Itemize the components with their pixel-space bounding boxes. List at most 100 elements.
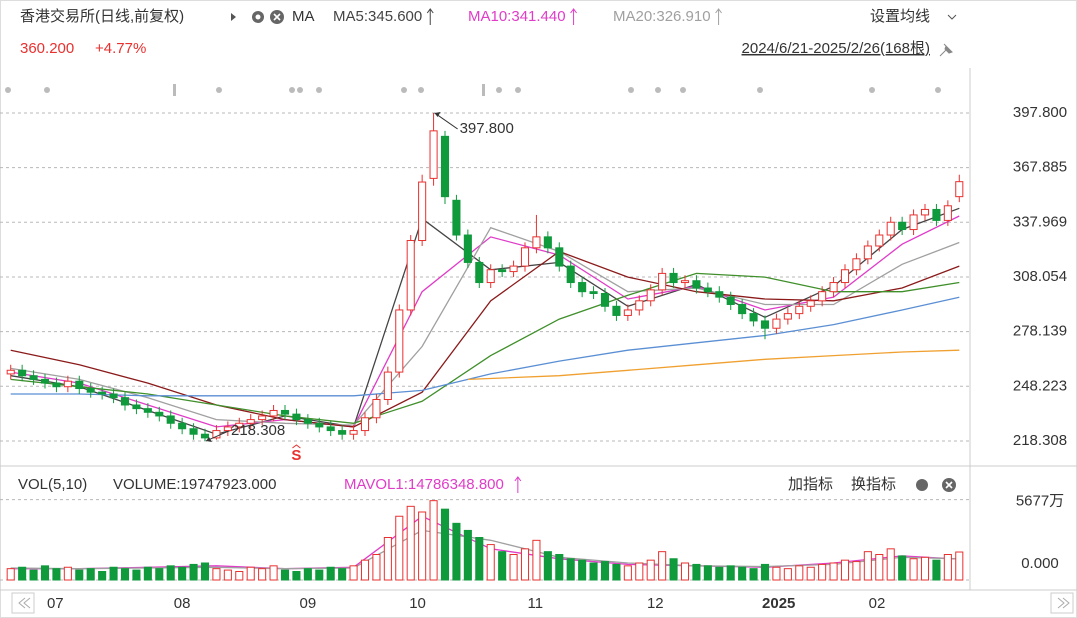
candle-body (623, 309, 632, 316)
candle-body (418, 181, 427, 242)
scroll-right[interactable] (1050, 592, 1074, 614)
volume-bar (932, 559, 941, 581)
y-tick-label: 278.139 (1013, 323, 1067, 340)
add-indicator[interactable]: 加指标 (788, 476, 833, 493)
candle-body (338, 430, 347, 435)
volume-bar (783, 568, 792, 581)
volume-bar (555, 554, 564, 581)
candle-body (955, 181, 964, 198)
candle-body (486, 269, 495, 284)
ma-line (10, 272, 960, 424)
candle-body (703, 287, 712, 293)
volume-bar (852, 561, 861, 581)
arrow-head (206, 436, 212, 442)
settings-button[interactable]: 设置均线 (870, 8, 930, 25)
ma-arrow (570, 8, 577, 25)
volume-bar (863, 551, 872, 581)
volume-bar (612, 563, 621, 581)
candle-body (200, 433, 210, 439)
candle-body (132, 404, 141, 410)
candle-body (258, 415, 267, 421)
volume-bar (440, 508, 450, 581)
switch-indicator[interactable]: 换指标 (851, 476, 896, 493)
scroll-left[interactable] (11, 592, 35, 614)
volume-bar (166, 565, 175, 581)
volume-bar (326, 566, 335, 581)
volume-bar (212, 568, 221, 581)
candle-body (795, 305, 804, 315)
volume-bar (623, 565, 632, 581)
candle-body (680, 280, 690, 284)
y-tick-label: 308.054 (1013, 268, 1067, 285)
volume-bar (760, 563, 770, 581)
volume-bar (463, 529, 472, 581)
volume-bar (109, 566, 118, 581)
volume-bar (498, 551, 507, 581)
candle-body (75, 380, 84, 390)
pin-icon[interactable] (939, 43, 953, 57)
candle-body (555, 247, 564, 267)
volume-bar (589, 562, 598, 581)
candle-body (86, 388, 95, 393)
candle-body (303, 419, 312, 424)
candle-body (406, 240, 415, 311)
candle-body (280, 409, 290, 415)
ma-label: MA10:341.440 (468, 8, 566, 25)
menu-arrow[interactable] (231, 13, 236, 21)
candle-body (269, 409, 278, 417)
candle-body (852, 258, 861, 271)
volume-bar (303, 568, 312, 581)
candle-body (818, 291, 827, 302)
settings-icon[interactable] (916, 479, 928, 491)
volume-bar (235, 571, 244, 581)
candle-body (863, 245, 872, 260)
volume-bar (886, 548, 895, 581)
volume-bar (246, 566, 255, 581)
candle-body (543, 236, 552, 249)
candle-body (109, 393, 118, 399)
candle-body (943, 205, 952, 221)
annotation-label: 397.800 (460, 120, 514, 137)
x-tick-label: 11 (527, 595, 543, 612)
candle-body (909, 214, 918, 231)
candle-body (18, 369, 27, 377)
volume-bar (120, 568, 130, 581)
title: 香港交易所(日线,前复权) (20, 7, 184, 25)
volume-bar (406, 505, 415, 581)
volume-bar (18, 566, 27, 581)
volume-bar (680, 562, 690, 581)
date-range[interactable]: 2024/6/21-2025/2/26(168根) (742, 40, 930, 57)
volume-bar (189, 563, 198, 581)
candle-body (875, 234, 884, 247)
candle-body (772, 318, 781, 329)
volume-bar (63, 566, 72, 581)
volume-bar (143, 566, 152, 581)
volume-bar (875, 554, 884, 581)
candle-body (166, 415, 175, 424)
candle-body (429, 130, 438, 179)
volume-bar (292, 571, 301, 581)
volume-bar (692, 563, 701, 581)
candle-body (726, 296, 735, 305)
annotation-arrow (434, 112, 458, 130)
candle-body (349, 430, 358, 435)
volume-bar (600, 561, 610, 581)
close-cross (273, 13, 281, 21)
candle-body (829, 282, 838, 293)
volume-bar (658, 551, 667, 581)
volume-bar (898, 555, 907, 581)
candle-body (463, 234, 472, 263)
volume-bar (315, 569, 324, 581)
candle-body (600, 293, 610, 307)
y-tick-label: 218.308 (1013, 432, 1067, 449)
candle-body (715, 291, 724, 298)
candle-body (920, 208, 930, 216)
volume-bar (132, 569, 141, 581)
volume-bar (532, 539, 541, 581)
y-tick-label: 337.969 (1013, 213, 1067, 230)
volume-bar (669, 558, 678, 581)
ma-line (10, 296, 960, 397)
candle-body (452, 199, 461, 236)
